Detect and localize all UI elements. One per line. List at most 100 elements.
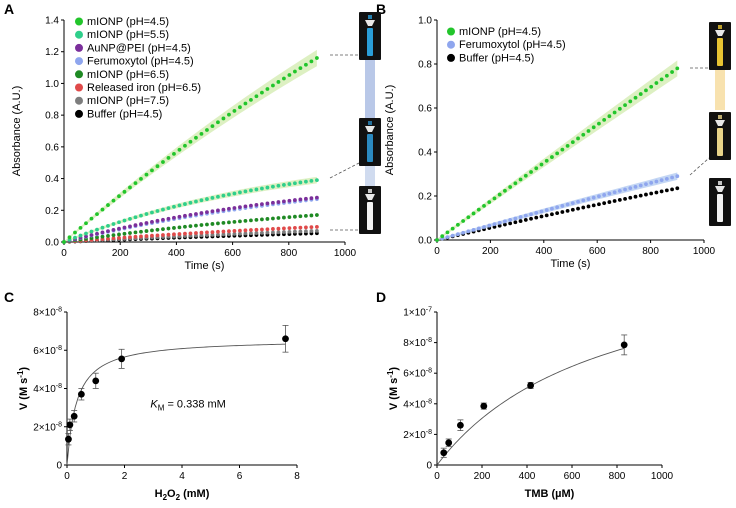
data-point <box>612 190 617 195</box>
data-point <box>227 229 231 234</box>
data-point <box>304 179 308 184</box>
cuvette-photos-b <box>689 22 731 226</box>
x-tick-label: 0 <box>434 471 440 482</box>
data-point <box>476 207 481 212</box>
data-point <box>623 196 627 201</box>
y-tick-label: 4×10-8 <box>403 398 432 410</box>
data-point <box>254 94 259 99</box>
data-point <box>633 95 638 100</box>
x-tick-label: 200 <box>474 471 491 482</box>
data-point <box>276 230 281 235</box>
data-point <box>675 66 680 71</box>
data-point <box>249 203 253 208</box>
data-point <box>550 155 554 159</box>
legend-entry: Released iron (pH=6.5) <box>87 82 201 94</box>
data-point <box>89 233 94 237</box>
data-point <box>238 190 242 195</box>
data-point <box>529 170 533 174</box>
x-tick-label: 800 <box>609 471 626 482</box>
data-point <box>617 188 622 193</box>
data-point <box>513 220 518 225</box>
x-tick-label: 600 <box>564 471 581 482</box>
data-point <box>188 231 193 236</box>
data-point <box>155 164 160 169</box>
data-point <box>238 105 242 110</box>
data-point <box>527 382 534 389</box>
y-tick-label: 8×10-8 <box>33 307 62 319</box>
data-point <box>276 216 281 220</box>
data-point <box>232 232 237 236</box>
data-point <box>298 197 303 202</box>
data-point <box>210 209 215 214</box>
data-point <box>471 227 476 232</box>
chart-panel-a: 0 200 400 600 800 1000 0.0 0.2 0.4 0.6 0.8 1.0 1.2 1.… <box>11 16 357 273</box>
y-tick-label: 0.0 <box>418 236 432 247</box>
data-point <box>133 230 138 235</box>
data-point <box>238 231 242 236</box>
data-point <box>194 223 198 228</box>
data-point <box>620 341 628 349</box>
data-point <box>100 234 105 239</box>
data-point <box>122 189 127 194</box>
y-axis-label: V (M s-1) <box>16 367 30 411</box>
km-annotation: KM = 0.338 mM <box>150 399 225 413</box>
data-point <box>144 221 149 225</box>
data-point <box>183 224 187 229</box>
data-point <box>271 216 275 221</box>
data-point <box>315 56 319 60</box>
data-point <box>210 222 215 226</box>
data-point <box>73 230 77 235</box>
data-point <box>576 199 580 204</box>
data-point <box>617 106 622 111</box>
x-tick-label: 0 <box>434 246 440 257</box>
x-tick-label: 6 <box>237 471 243 482</box>
legend-marker <box>447 40 455 49</box>
data-point <box>249 228 253 232</box>
data-point <box>254 203 259 207</box>
data-point <box>254 187 259 192</box>
data-point <box>539 214 544 219</box>
data-point <box>139 234 143 239</box>
data-point <box>122 231 127 236</box>
data-point <box>150 228 154 233</box>
data-point <box>205 233 209 237</box>
data-point <box>675 186 680 191</box>
data-point <box>304 225 308 230</box>
data-point <box>518 215 523 219</box>
data-point <box>591 125 596 130</box>
data-point <box>597 202 601 207</box>
x-tick-label: 600 <box>589 246 606 257</box>
data-point <box>216 221 220 226</box>
data-point <box>144 234 149 238</box>
data-point <box>623 103 627 108</box>
data-point <box>265 87 270 91</box>
data-point <box>450 226 455 231</box>
data-point <box>440 449 448 457</box>
data-point <box>139 213 143 218</box>
data-point <box>232 206 237 210</box>
data-point <box>315 178 319 183</box>
data-point <box>243 228 248 233</box>
data-point <box>466 215 471 220</box>
cuvette-blue-low-icon <box>359 118 381 166</box>
data-point <box>221 229 226 234</box>
legend-marker <box>447 53 455 62</box>
data-point <box>550 206 554 211</box>
x-tick-label: 600 <box>224 248 241 259</box>
data-point <box>466 229 471 234</box>
y-tick-label: 1.0 <box>418 16 432 27</box>
data-point <box>84 234 88 239</box>
x-tick-label: 400 <box>168 248 185 259</box>
data-point <box>227 232 231 237</box>
data-point <box>659 77 664 82</box>
x-axis-label: H2O2 (mM) <box>155 488 210 502</box>
x-axis-label: Time (s) <box>185 260 225 272</box>
data-point <box>133 234 138 239</box>
data-point <box>210 196 215 200</box>
data-point <box>243 101 248 106</box>
data-point <box>534 210 539 215</box>
legend-entry: Buffer (pH=4.5) <box>459 52 534 64</box>
data-point <box>166 232 171 237</box>
data-point <box>84 231 88 236</box>
data-point <box>623 187 627 192</box>
